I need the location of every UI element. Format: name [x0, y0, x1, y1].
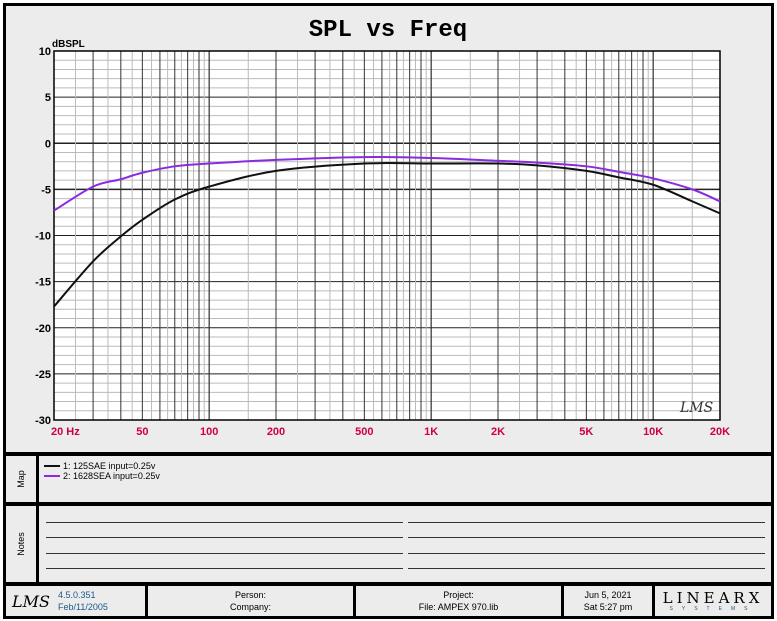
spl-chart: SPL vs FreqdBSPL1050-5-10-15-20-25-3020 … — [35, 17, 730, 438]
note-line — [408, 568, 765, 569]
x-tick-label: 20 Hz — [51, 426, 80, 438]
lms-watermark: LMS — [679, 400, 713, 416]
note-line — [408, 553, 765, 554]
x-tick-label: 50 — [136, 426, 148, 438]
legend-swatch-1 — [44, 465, 60, 467]
footer-person-cell: Person: Company: — [148, 586, 356, 616]
map-side: Map — [6, 456, 39, 502]
y-axis-label: dBSPL — [52, 39, 85, 50]
chart-title: SPL vs Freq — [309, 17, 467, 44]
notes-label: Notes — [16, 532, 26, 556]
note-line — [46, 553, 403, 554]
lms-logo: LMS — [12, 591, 50, 611]
y-tick-label: 0 — [45, 138, 51, 150]
note-line — [46, 522, 403, 523]
map-panel: Map 1: 125SAE input=0.25v 2: 1628SEA inp… — [6, 456, 771, 506]
note-line — [46, 568, 403, 569]
note-line — [46, 537, 403, 538]
report-frame: SPL vs Freq dBSPL 10 5 0 -5 -10 -15 -20 -25 -30 20 … — [3, 3, 774, 619]
legend-item-1: 1: 125SAE input=0.25v — [44, 461, 160, 471]
x-tick-label: 20K — [710, 426, 730, 438]
x-tick-label: 500 — [355, 426, 373, 438]
version-block: 4.5.0.351 Feb/11/2005 — [58, 586, 108, 616]
x-tick-label: 5K — [579, 426, 593, 438]
legend-label-2: 2: 1628SEA input=0.25v — [63, 471, 160, 481]
footer: LMS 4.5.0.351 Feb/11/2005 Person: Company… — [6, 586, 771, 616]
x-tick-label: 1K — [424, 426, 438, 438]
legend-label-1: 1: 125SAE input=0.25v — [63, 461, 156, 471]
legend-item-2: 2: 1628SEA input=0.25v — [44, 471, 160, 481]
note-line — [408, 537, 765, 538]
y-tick-label: -20 — [35, 323, 51, 335]
legend-swatch-2 — [44, 475, 60, 477]
project-label: Project: — [443, 590, 474, 600]
y-tick-label: -15 — [35, 277, 51, 289]
version: 4.5.0.351 — [57, 590, 96, 600]
y-tick-label: 10 — [39, 46, 51, 58]
footer-brand-cell: LINEARX SYSTEMS — [655, 586, 771, 616]
x-tick-label: 200 — [267, 426, 285, 438]
series-line-1 — [53, 161, 721, 308]
footer-project-cell: Project: File: AMPEX 970.lib — [356, 586, 564, 616]
notes-panel: Notes — [6, 506, 771, 586]
footer-version-cell: LMS 4.5.0.351 Feb/11/2005 — [6, 586, 148, 616]
plot-border — [53, 50, 721, 421]
date: Jun 5, 2021 — [584, 590, 632, 600]
y-tick-label: -25 — [35, 369, 51, 381]
person-label: Person: — [234, 590, 267, 600]
legend: 1: 125SAE input=0.25v 2: 1628SEA input=0… — [44, 461, 160, 481]
y-tick-label: -30 — [35, 415, 51, 427]
x-tick-label: 2K — [491, 426, 505, 438]
series-line-2 — [53, 156, 721, 212]
y-tick-label: -5 — [41, 184, 51, 196]
map-label: Map — [16, 470, 26, 488]
file-name: File: AMPEX 970.lib — [418, 602, 499, 612]
footer-date-cell: Jun 5, 2021 Sat 5:27 pm — [564, 586, 655, 616]
chart-panel: SPL vs Freq dBSPL 10 5 0 -5 -10 -15 -20 -25 -30 20 … — [6, 6, 771, 456]
y-tick-label: 5 — [45, 92, 51, 104]
notes-side: Notes — [6, 506, 39, 582]
y-tick-label: -10 — [35, 231, 51, 243]
x-tick-label: 10K — [643, 426, 663, 438]
company-label: Company: — [229, 602, 272, 612]
build-date: Feb/11/2005 — [57, 602, 108, 612]
linearx-logo: LINEARX — [662, 588, 764, 607]
x-tick-label: 100 — [200, 426, 218, 438]
time: Sat 5:27 pm — [583, 602, 633, 612]
note-line — [408, 522, 765, 523]
linearx-sub: SYSTEMS — [669, 605, 757, 612]
